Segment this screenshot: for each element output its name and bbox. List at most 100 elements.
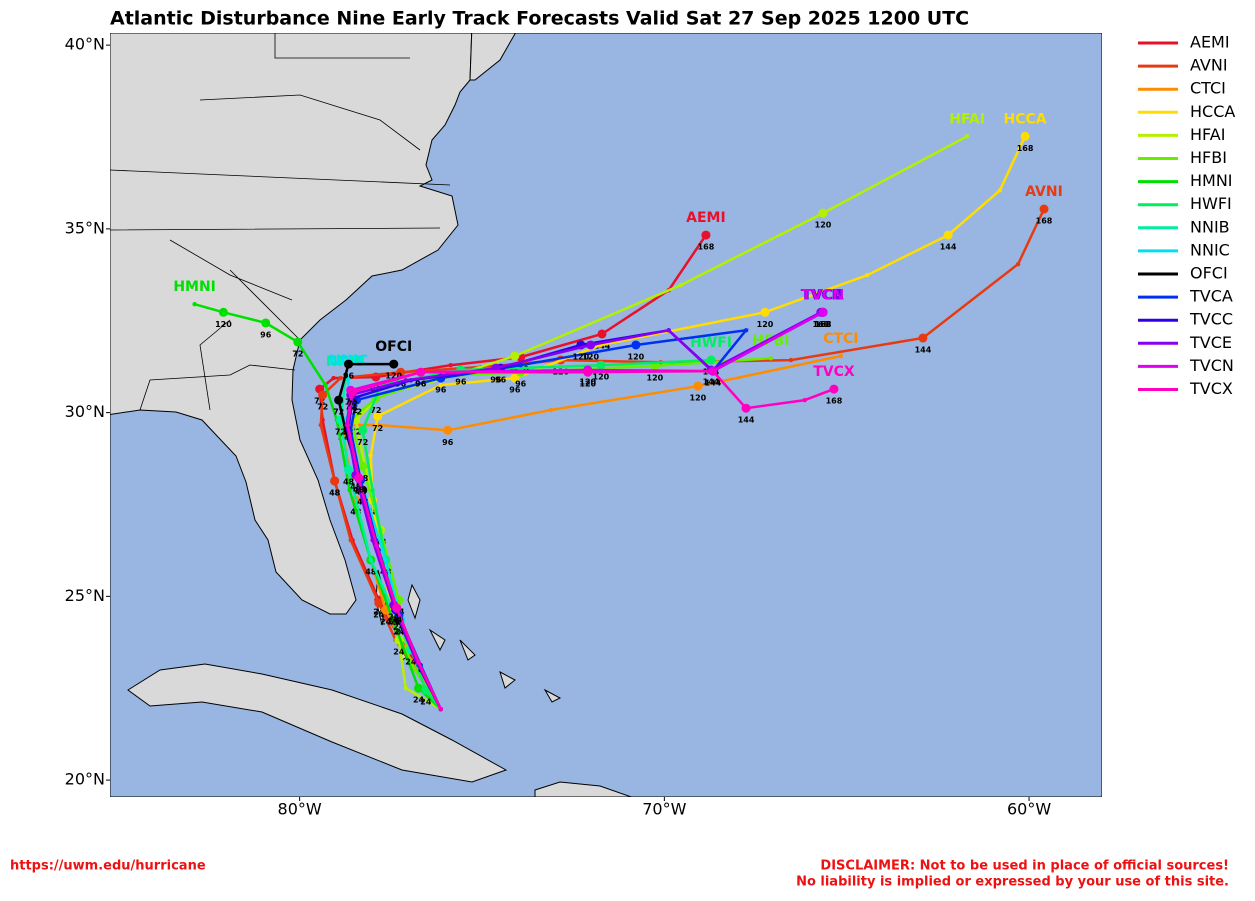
- track-point: [293, 337, 303, 347]
- track-point: [586, 340, 596, 350]
- track-point: [741, 403, 751, 413]
- hour-label: 120: [579, 380, 596, 389]
- track-point: [334, 395, 344, 405]
- hour-label: 24: [395, 628, 407, 637]
- track-point: [448, 363, 453, 368]
- hour-label: 24: [393, 628, 405, 637]
- track-point: [368, 557, 373, 563]
- track-point: [396, 367, 406, 377]
- hour-label: 24: [393, 623, 405, 632]
- track-point: [344, 359, 354, 369]
- legend-label: HFBI: [1190, 148, 1227, 167]
- footer-url: https://uwm.edu/hurricane: [10, 859, 206, 874]
- hour-label: 48: [365, 567, 377, 576]
- track-point: [394, 627, 399, 633]
- track-point: [706, 355, 716, 365]
- hour-label: 48: [329, 488, 341, 497]
- track-point: [838, 353, 844, 359]
- hour-label: 168: [1036, 217, 1053, 226]
- track-point: [1020, 131, 1030, 141]
- track-line: [319, 208, 1046, 710]
- track-point: [368, 453, 373, 458]
- legend-label: NNIB: [1190, 217, 1230, 236]
- hour-label: 24: [393, 648, 405, 657]
- new-england: [469, 33, 517, 81]
- legend-label: CTCI: [1190, 79, 1226, 98]
- hour-label: 72: [347, 400, 358, 409]
- track-point: [323, 382, 328, 388]
- hour-label: 96: [343, 372, 355, 381]
- hour-label: 48: [367, 508, 379, 517]
- track-point: [344, 465, 354, 475]
- hour-label: 96: [455, 377, 467, 386]
- track-point: [318, 422, 323, 428]
- hour-label: 120: [582, 352, 599, 361]
- track-point: [997, 188, 1003, 193]
- y-tick-label: 40°N: [65, 35, 105, 54]
- track-point: [416, 659, 421, 665]
- hour-label: 168: [815, 320, 832, 329]
- hour-label: 72: [372, 424, 383, 433]
- track-name: TVCX: [813, 364, 855, 380]
- track-point: [330, 476, 340, 486]
- hour-label: 96: [490, 376, 502, 385]
- track-point: [218, 307, 228, 317]
- track-name: TVCN: [802, 287, 844, 303]
- north-america: [110, 33, 473, 615]
- hour-label: 24: [405, 658, 417, 667]
- track-name: HFAI: [949, 111, 985, 127]
- track-point: [583, 367, 593, 377]
- hour-label: 72: [335, 427, 346, 436]
- hour-label: 72: [347, 406, 358, 415]
- hour-label: 72: [333, 408, 344, 417]
- hour-label: 120: [593, 373, 610, 382]
- track-point: [710, 368, 716, 374]
- track-point: [760, 307, 770, 317]
- hispaniola: [534, 781, 633, 797]
- track-point: [548, 407, 554, 413]
- track-point: [373, 411, 383, 421]
- track-point: [318, 390, 328, 400]
- hour-label: 24: [380, 617, 392, 626]
- track-point: [347, 487, 352, 493]
- hour-label: 48: [329, 488, 341, 497]
- track-point: [802, 397, 807, 403]
- track-point: [666, 328, 671, 333]
- legend-label: AEMI: [1190, 33, 1230, 52]
- track-point: [864, 272, 870, 278]
- hour-label: 48: [343, 477, 355, 486]
- track-point: [421, 685, 431, 695]
- track-point: [345, 422, 350, 428]
- hour-label: 168: [812, 320, 829, 329]
- hour-label: 168: [826, 397, 843, 406]
- track-name: TVCE: [801, 287, 841, 303]
- track-point: [354, 473, 364, 483]
- hour-label: 120: [647, 373, 664, 382]
- map: 24 48 72 96 120 144 168 AEMI 24 48 72 96 120 144 168 AV…: [110, 33, 1102, 797]
- track-name: AVNI: [1025, 184, 1063, 200]
- state-borders: [110, 33, 451, 411]
- y-tick-label: 20°N: [65, 770, 105, 789]
- hour-label: 144: [915, 346, 932, 355]
- hour-label: 96: [260, 330, 272, 339]
- track-name: HWFI: [690, 335, 732, 351]
- track-point: [631, 340, 641, 350]
- track-point: [943, 230, 953, 240]
- track-point: [510, 351, 520, 361]
- hour-label: 168: [1017, 144, 1034, 153]
- track-point: [370, 487, 375, 493]
- hour-label: 72: [314, 397, 325, 406]
- x-tick-label: 60°W: [1007, 800, 1051, 819]
- track-point: [443, 425, 453, 435]
- disclaimer: No liability is implied or expressed by …: [796, 875, 1229, 890]
- hour-label: 96: [415, 380, 427, 389]
- legend-label: OFCI: [1190, 264, 1228, 283]
- hour-label: 96: [442, 438, 454, 447]
- track-point: [358, 461, 368, 471]
- track-name: TVCA: [802, 287, 844, 303]
- legend-label: HCCA: [1190, 102, 1235, 121]
- y-tick-label: 25°N: [65, 586, 105, 605]
- hour-label: 96: [435, 386, 447, 395]
- hour-label: 48: [353, 486, 365, 495]
